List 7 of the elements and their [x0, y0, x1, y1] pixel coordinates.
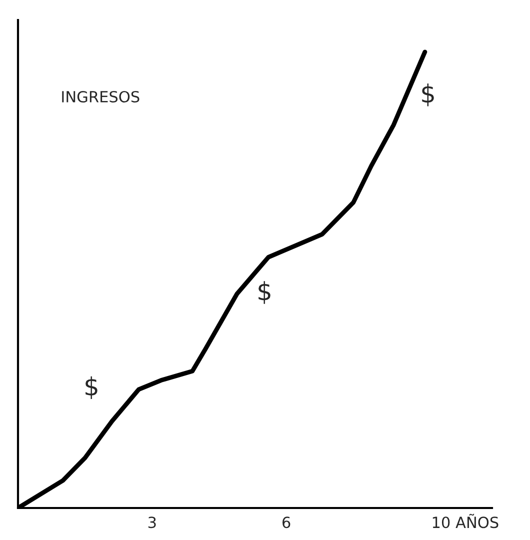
x-tick-label: 10 AÑOS — [432, 514, 498, 528]
annotation: $ — [258, 281, 270, 304]
annotation: $ — [422, 84, 434, 106]
x-tick-label: 3 — [148, 516, 156, 528]
annotation: $ — [86, 376, 98, 400]
x-tick-label: 6 — [282, 516, 290, 528]
y-axis-title: INGRESOS — [62, 90, 140, 103]
